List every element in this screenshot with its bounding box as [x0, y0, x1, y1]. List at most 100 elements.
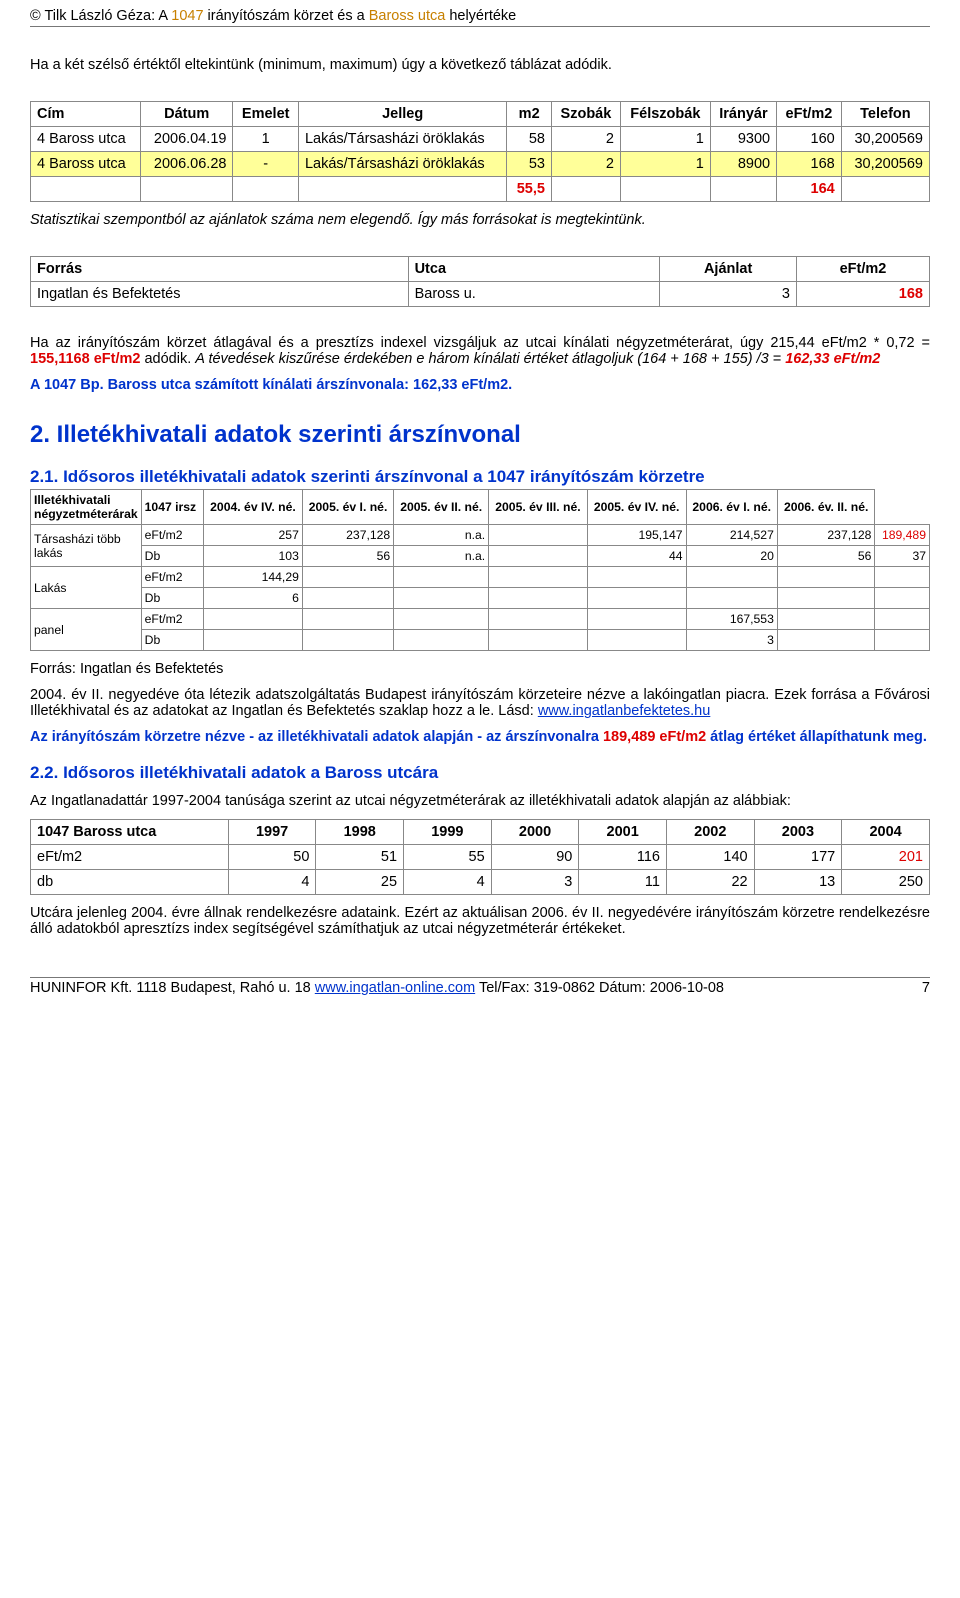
td	[587, 588, 686, 609]
td: db	[31, 870, 229, 895]
td: 237,128	[302, 525, 393, 546]
text: 2004. év II. negyedéve óta létezik adats…	[30, 687, 930, 719]
td: 1	[620, 152, 710, 177]
header-num: 1047	[171, 8, 203, 24]
td	[489, 546, 588, 567]
td	[302, 567, 393, 588]
td: 3	[491, 870, 579, 895]
header-suf: helyértéke	[445, 8, 516, 24]
td	[489, 588, 588, 609]
th: 2003	[754, 820, 842, 845]
td: eFt/m2	[31, 845, 229, 870]
table-row: Db 6	[31, 588, 930, 609]
td: 237,128	[777, 525, 875, 546]
th: Illetékhivatali négyzetméterárak	[31, 490, 142, 525]
text: 2.1. Idősoros illetékhivatali adatok sze…	[30, 467, 487, 486]
text: Ha az irányítószám körzet átlagával és a…	[30, 335, 930, 351]
td: 58	[507, 127, 552, 152]
td	[302, 630, 393, 651]
td: 201	[842, 845, 930, 870]
td: 11	[579, 870, 667, 895]
td: 2006.04.19	[140, 127, 233, 152]
table-row: eFt/m2 50 51 55 90 116 140 177 201	[31, 845, 930, 870]
th: 2005. év III. né.	[489, 490, 588, 525]
td: Lakás/Társasházi öröklakás	[298, 127, 506, 152]
table-row: Db 3	[31, 630, 930, 651]
td: 9300	[710, 127, 776, 152]
table-row: Illetékhivatali négyzetméterárak 1047 ir…	[31, 490, 930, 525]
table-sources: Forrás Utca Ajánlat eFt/m2 Ingatlan és B…	[30, 256, 930, 307]
header-mid: irányítószám körzet és a	[204, 8, 369, 24]
th: 1999	[404, 820, 492, 845]
p-2004: 2004. év II. negyedéve óta létezik adats…	[30, 687, 930, 719]
page-number: 7	[922, 980, 930, 996]
th: 1047 Baross utca	[31, 820, 229, 845]
td	[777, 630, 875, 651]
td: 30,200569	[841, 127, 929, 152]
table-row: Ingatlan és Befektetés Baross u. 3 168	[31, 282, 930, 307]
th: Irányár	[710, 102, 776, 127]
th: 2005. év IV. né.	[587, 490, 686, 525]
td: 30,200569	[841, 152, 929, 177]
td: 2	[551, 152, 620, 177]
th: Dátum	[140, 102, 233, 127]
page-header: © Tilk László Géza: A 1047 irányítószám …	[30, 8, 930, 27]
th: Emelet	[233, 102, 298, 127]
td: 144,29	[204, 567, 303, 588]
td: 55,5	[507, 177, 552, 202]
td	[394, 630, 489, 651]
td: 8900	[710, 152, 776, 177]
td	[587, 609, 686, 630]
td	[31, 177, 141, 202]
td	[875, 609, 930, 630]
th: 2000	[491, 820, 579, 845]
td	[777, 588, 875, 609]
td: 56	[302, 546, 393, 567]
td: eFt/m2	[141, 567, 203, 588]
td	[394, 588, 489, 609]
td: 103	[204, 546, 303, 567]
td	[394, 609, 489, 630]
td: 189,489	[875, 525, 930, 546]
th: 2005. év II. né.	[394, 490, 489, 525]
th: eFt/m2	[796, 257, 929, 282]
th: 2001	[579, 820, 667, 845]
heading-2: 2. Illetékhivatali adatok szerinti árszí…	[30, 421, 930, 449]
td	[587, 630, 686, 651]
td: 50	[228, 845, 316, 870]
text: 1047	[487, 467, 525, 486]
th: 2006. év I. né.	[686, 490, 777, 525]
td: 4 Baross utca	[31, 152, 141, 177]
th: 2004. év IV. né.	[204, 490, 303, 525]
td: 55	[404, 845, 492, 870]
th: Jelleg	[298, 102, 506, 127]
td: n.a.	[394, 546, 489, 567]
td	[298, 177, 506, 202]
header-street: Baross utca	[369, 8, 446, 24]
presztizs-paragraph: Ha az irányítószám körzet átlagával és a…	[30, 335, 930, 367]
footer-link[interactable]: www.ingatlan-online.com	[315, 980, 475, 996]
td	[620, 177, 710, 202]
text: adódik.	[140, 351, 195, 367]
td: Baross u.	[408, 282, 660, 307]
td: 22	[666, 870, 754, 895]
td: 4	[228, 870, 316, 895]
td	[140, 177, 233, 202]
td	[233, 177, 298, 202]
table-row: 4 Baross utca 2006.04.19 1 Lakás/Társash…	[31, 127, 930, 152]
td: 1	[620, 127, 710, 152]
text: átlag értéket állapíthatunk meg.	[706, 729, 927, 745]
th: Szobák	[551, 102, 620, 127]
td	[489, 525, 588, 546]
table-row: db 4 25 4 3 11 22 13 250	[31, 870, 930, 895]
th: Cím	[31, 102, 141, 127]
td: 4	[404, 870, 492, 895]
th: 1997	[228, 820, 316, 845]
link-befektetes[interactable]: www.ingatlanbefektetes.hu	[538, 703, 711, 719]
heading-22: 2.2. Idősoros illetékhivatali adatok a B…	[30, 763, 930, 783]
td: 20	[686, 546, 777, 567]
th: Utca	[408, 257, 660, 282]
td: 2006.06.28	[140, 152, 233, 177]
td: panel	[31, 609, 142, 651]
p-22: Az Ingatlanadattár 1997-2004 tanúsága sz…	[30, 793, 930, 809]
